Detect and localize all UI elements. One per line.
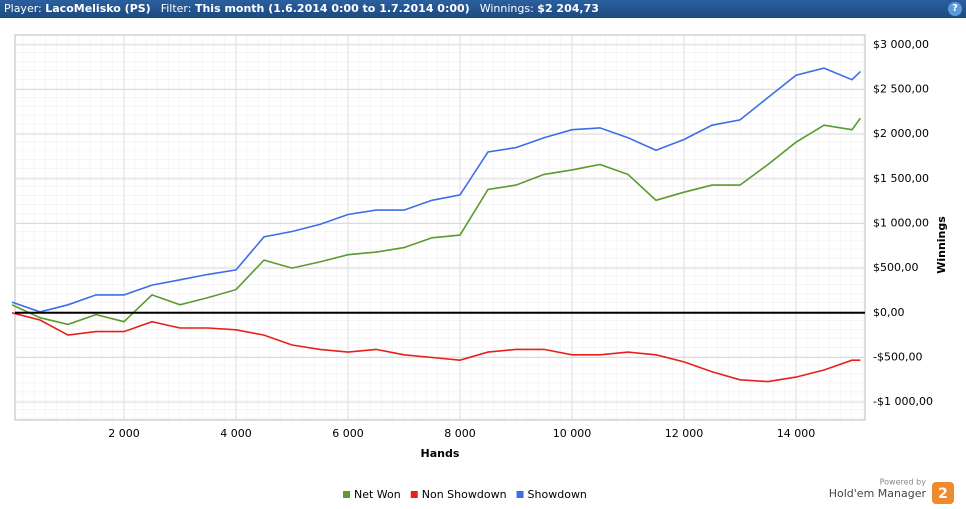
legend-swatch	[343, 491, 350, 498]
y-tick-label: -$500,00	[873, 350, 922, 363]
logo-badge	[932, 482, 954, 504]
legend-label: Non Showdown	[422, 488, 507, 501]
help-button[interactable]: ?	[948, 2, 962, 16]
x-tick-label: 2 000	[108, 427, 140, 440]
legend-label: Net Won	[354, 488, 401, 501]
y-tick-label: $2 000,00	[873, 127, 929, 140]
legend-label: Showdown	[528, 488, 587, 501]
y-tick-label: $2 500,00	[873, 82, 929, 95]
field-value: LacoMelisko (PS)	[45, 2, 151, 15]
x-tick-label: 14 000	[777, 427, 816, 440]
product-name: Hold'em Manager	[829, 487, 927, 500]
y-tick-label: -$1 000,00	[873, 395, 933, 408]
y-tick-label: $1 000,00	[873, 216, 929, 229]
series-line	[11, 67, 861, 313]
legend-swatch	[516, 491, 524, 498]
x-axis-title: Hands	[421, 447, 460, 460]
x-tick-label: 12 000	[665, 427, 704, 440]
field-label: Player:	[4, 2, 42, 15]
series-line	[11, 117, 862, 326]
field-label: Filter:	[160, 2, 192, 15]
x-tick-label: 10 000	[553, 427, 592, 440]
y-tick-label: $500,00	[873, 261, 919, 274]
y-tick-label: $1 500,00	[873, 172, 929, 185]
powered-by: Powered by	[880, 478, 927, 487]
legend-swatch	[410, 491, 418, 498]
y-tick-label: $0,00	[873, 306, 905, 319]
x-tick-label: 6 000	[332, 427, 364, 440]
plot-area	[14, 34, 866, 421]
header-bar: Player: LacoMelisko (PS) Filter: This mon…	[0, 0, 966, 18]
header-fields: Player: LacoMelisko (PS) Filter: This mon…	[0, 2, 605, 15]
y-tick-label: $3 000,00	[873, 38, 929, 51]
y-axis-title: Winnings	[935, 216, 948, 274]
legend: Net Won Non Showdown Showdown	[343, 488, 587, 501]
logo-number: 2	[938, 486, 948, 502]
field-value: This month (1.6.2014 0:00 to 1.7.2014 0:…	[194, 2, 470, 15]
chart: Hands Winnings Powered by Hold'em Manage…	[11, 34, 954, 504]
x-tick-label: 4 000	[220, 427, 252, 440]
field-value: $2 204,73	[537, 2, 599, 15]
x-tick-label: 8 000	[444, 427, 476, 440]
field-label: Winnings:	[479, 2, 534, 15]
series-line	[11, 312, 861, 383]
